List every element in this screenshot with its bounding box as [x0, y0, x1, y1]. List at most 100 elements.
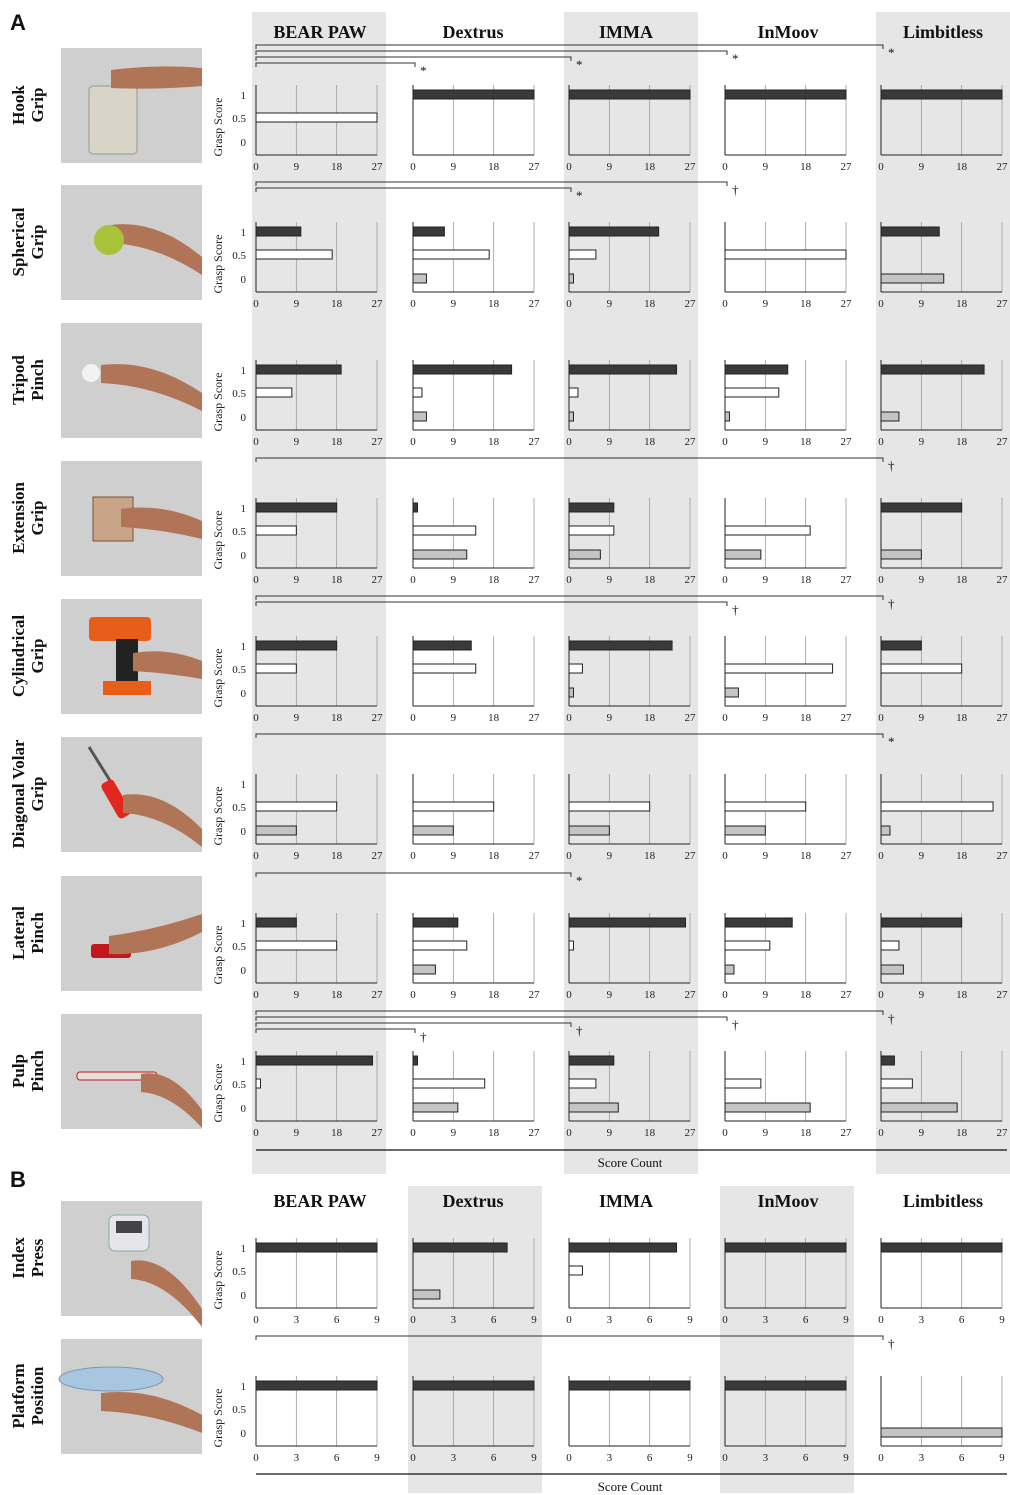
y-tick-label: 1	[241, 365, 247, 377]
x-tick-label: 18	[644, 298, 656, 310]
y-axis-label: Grasp Score	[211, 235, 225, 294]
x-tick-label: 0	[410, 1127, 416, 1139]
x-tick-label: 27	[529, 850, 541, 862]
x-tick-label: 27	[841, 989, 853, 1001]
a-bar-limbitless-score-0	[880, 825, 891, 836]
a-bar-inmoov-score-0.5	[724, 663, 834, 674]
significance-bracket	[255, 56, 572, 61]
b-bar-imma-score-0.5	[568, 1265, 583, 1276]
x-tick-label: 0	[878, 989, 884, 1001]
x-tick-label: 3	[294, 1314, 300, 1326]
x-tick-label: 0	[566, 436, 572, 448]
a-bar-dextrus-score-0.5	[412, 249, 490, 260]
x-tick-label: 27	[529, 712, 541, 724]
x-tick-label: 0	[253, 161, 259, 173]
column-shade-b	[720, 1186, 854, 1493]
a-bar-bear-paw-score-0.5	[255, 387, 293, 398]
x-tick-label: 27	[997, 574, 1009, 586]
x-tick-label: 0	[722, 161, 728, 173]
device-header-a-bear-paw: BEAR PAW	[273, 22, 366, 42]
x-tick-label: 9	[451, 436, 457, 448]
x-tick-label: 27	[841, 161, 853, 173]
x-tick-label: 9	[294, 712, 300, 724]
x-tick-label: 18	[644, 1127, 656, 1139]
x-tick-label: 6	[334, 1314, 340, 1326]
y-tick-label: 1	[241, 90, 247, 102]
a-bar-bear-paw-score-0.5	[255, 249, 333, 260]
x-tick-label: 27	[841, 850, 853, 862]
device-header-a-inmoov: InMoov	[757, 22, 818, 42]
x-tick-label: 3	[607, 1452, 613, 1464]
significance-marker: *	[576, 873, 583, 888]
y-tick-label: 1	[241, 503, 247, 515]
y-tick-label: 1	[241, 918, 247, 930]
a-bar-imma-score-0.5	[568, 940, 574, 951]
a-bar-inmoov-score-0	[724, 411, 730, 422]
x-tick-label: 9	[919, 161, 925, 173]
y-tick-label: 0.5	[232, 250, 246, 262]
significance-bracket	[255, 1010, 884, 1015]
b-bar-dextrus-score-1	[412, 1242, 508, 1253]
significance-bracket	[255, 1022, 572, 1027]
x-tick-label: 18	[956, 436, 968, 448]
x-tick-label: 0	[722, 850, 728, 862]
device-header-b-dextrus: Dextrus	[443, 1191, 504, 1211]
a-bar-bear-paw-score-0.5	[255, 801, 338, 812]
x-tick-label: 0	[253, 989, 259, 1001]
x-tick-label: 9	[919, 1127, 925, 1139]
x-tick-label: 0	[878, 1314, 884, 1326]
a-bar-dextrus-score-0	[412, 411, 427, 422]
x-tick-label: 18	[331, 712, 343, 724]
a-bar-dextrus-score-1	[412, 502, 418, 513]
x-tick-label: 18	[488, 1127, 500, 1139]
x-tick-label: 9	[763, 850, 769, 862]
x-tick-label: 18	[800, 161, 812, 173]
x-tick-label: 9	[999, 1314, 1005, 1326]
a-bar-inmoov-score-1	[724, 364, 789, 375]
x-tick-label: 0	[410, 1314, 416, 1326]
x-tick-label: 0	[722, 989, 728, 1001]
x-tick-label: 9	[919, 989, 925, 1001]
x-tick-label: 6	[803, 1314, 809, 1326]
a-bar-inmoov-score-0.5	[724, 525, 811, 536]
x-tick-label: 0	[878, 436, 884, 448]
y-tick-label: 1	[241, 1056, 247, 1068]
x-tick-label: 0	[566, 574, 572, 586]
x-tick-label: 27	[997, 436, 1009, 448]
x-tick-label: 0	[410, 161, 416, 173]
device-header-a-imma: IMMA	[599, 22, 653, 42]
x-tick-label: 9	[607, 989, 613, 1001]
device-header-a-dextrus: Dextrus	[443, 22, 504, 42]
a-bar-inmoov-score-0	[724, 964, 735, 975]
x-tick-label: 3	[763, 1452, 769, 1464]
y-tick-label: 1	[241, 1381, 247, 1393]
a-bar-imma-score-0	[568, 1102, 619, 1113]
y-tick-label: 0.5	[232, 1404, 246, 1416]
x-tick-label: 18	[488, 161, 500, 173]
x-tick-label: 18	[644, 436, 656, 448]
a-bar-dextrus-score-1	[412, 917, 459, 928]
x-tick-label: 18	[488, 712, 500, 724]
x-tick-label: 18	[331, 298, 343, 310]
x-tick-label: 9	[763, 989, 769, 1001]
a-bar-dextrus-score-1	[412, 640, 472, 651]
a-bar-dextrus-score-0	[412, 1102, 459, 1113]
a-bar-imma-score-1	[568, 1055, 615, 1066]
b-bar-dextrus-score-0	[412, 1289, 441, 1300]
significance-marker: *	[888, 45, 895, 60]
a-bar-limbitless-score-0	[880, 549, 922, 560]
stapler-photo	[61, 876, 202, 991]
x-tick-label: 9	[607, 712, 613, 724]
x-tick-label: 0	[566, 850, 572, 862]
row-label-extension-grip: ExtensionGrip	[9, 482, 47, 554]
x-tick-label: 9	[843, 1452, 849, 1464]
x-tick-label: 27	[529, 436, 541, 448]
x-tick-label: 3	[607, 1314, 613, 1326]
a-bar-imma-score-1	[568, 640, 673, 651]
x-tick-label: 0	[878, 712, 884, 724]
y-axis-label: Grasp Score	[211, 1251, 225, 1310]
a-bar-imma-score-1	[568, 917, 687, 928]
y-tick-label: 0	[241, 1103, 247, 1115]
significance-marker: †	[732, 602, 739, 617]
